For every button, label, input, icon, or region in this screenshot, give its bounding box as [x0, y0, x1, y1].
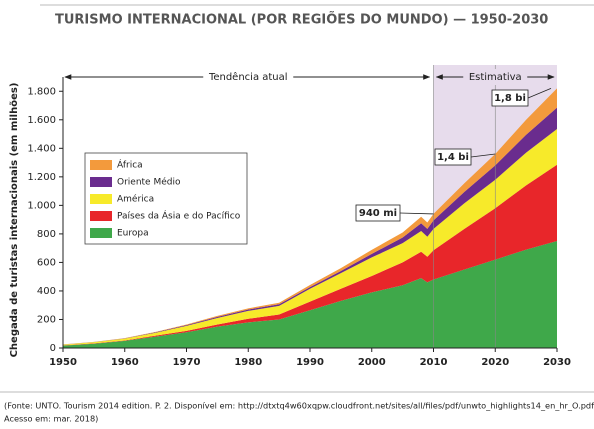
- legend-label: Oriente Médio: [117, 177, 181, 188]
- callout-box: [491, 89, 529, 107]
- chart-title: TURISMO INTERNACIONAL (POR REGIÕES DO MU…: [55, 12, 548, 28]
- y-tick-label: 200: [37, 314, 56, 325]
- callout-box: [434, 148, 472, 166]
- area: [63, 164, 557, 346]
- y-tick-label: 1.800: [27, 86, 56, 97]
- legend-label: Países da Ásia e do Pacífico: [117, 210, 241, 222]
- y-tick-label: 1.400: [27, 143, 56, 154]
- legend-swatch: [90, 211, 112, 221]
- y-tick-label: 800: [37, 229, 56, 240]
- x-tick-label: 2010: [420, 357, 448, 368]
- label-bg: [463, 69, 528, 85]
- legend-label: África: [117, 159, 143, 171]
- x-tick-label: 1970: [173, 357, 201, 368]
- callout: 1,4 bi: [437, 152, 469, 163]
- x-tick-label: 1980: [234, 357, 262, 368]
- callout: 940 mi: [359, 208, 397, 219]
- y-axis-title: Chegada de turistas internacionais (em m…: [9, 83, 20, 358]
- x-tick-label: 2020: [481, 357, 509, 368]
- legend-label: Europa: [117, 229, 149, 239]
- period-label: Tendência atual: [208, 71, 288, 83]
- y-tick-label: 400: [37, 286, 56, 297]
- callout-box: [355, 204, 401, 222]
- y-tick-label: 1.000: [27, 200, 56, 211]
- source: Acesso em: mar. 2018): [4, 414, 98, 424]
- callout-line: [527, 88, 552, 99]
- period-label: Estimativa: [469, 72, 522, 83]
- y-tick-label: 0: [50, 343, 56, 354]
- legend-swatch: [90, 160, 112, 170]
- x-tick-label: 1960: [111, 357, 139, 368]
- legend-swatch: [90, 194, 112, 204]
- y-tick-label: 1.600: [27, 115, 56, 126]
- x-tick-label: 2030: [543, 357, 571, 368]
- callout: 1,8 bi: [494, 93, 526, 104]
- source: (Fonte: UNTO. Tourism 2014 edition. P. 2…: [4, 401, 594, 411]
- label-bg: [203, 69, 294, 85]
- callout-line: [470, 153, 496, 158]
- legend-label: América: [117, 194, 154, 205]
- callout-line: [399, 212, 434, 215]
- legend-swatch: [90, 177, 112, 187]
- x-tick-label: 1990: [296, 357, 324, 368]
- x-tick-label: 2000: [358, 357, 386, 368]
- y-tick-label: 1.200: [27, 172, 56, 183]
- legend-swatch: [90, 228, 112, 238]
- y-tick-label: 600: [37, 257, 56, 268]
- x-tick-label: 1950: [49, 357, 77, 368]
